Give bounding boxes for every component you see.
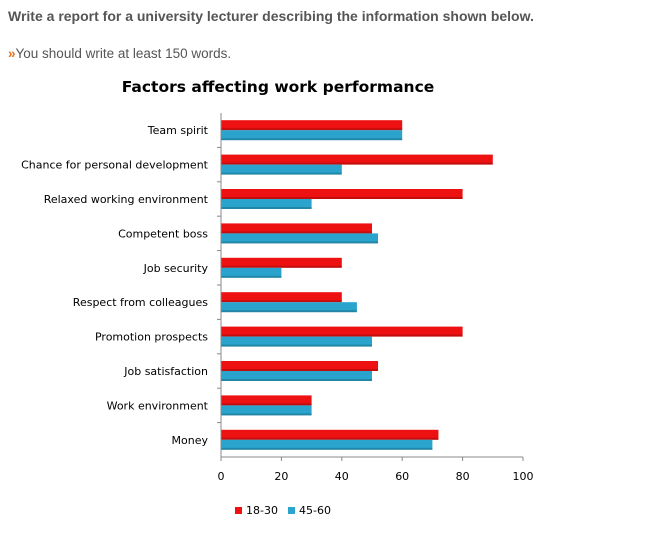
chart-title: Factors affecting work performance: [122, 78, 435, 96]
bar-shade: [221, 275, 282, 278]
bullet-icon: »: [8, 46, 16, 61]
bar-45-60: [221, 336, 372, 347]
category-label: Job satisfaction: [123, 365, 208, 378]
x-tick-label: 20: [274, 470, 288, 483]
legend-swatch-18-30: [235, 507, 242, 514]
bar-shade: [221, 369, 379, 371]
bar-45-60: [221, 439, 433, 450]
legend-label-18-30: 18-30: [246, 504, 278, 517]
category-label: Respect from colleagues: [73, 296, 208, 309]
bar-45-60: [221, 199, 312, 209]
bar-shade: [221, 413, 312, 416]
x-tick-label: 60: [395, 470, 409, 483]
category-label: Relaxed working environment: [44, 193, 209, 206]
category-label: Team spirit: [147, 124, 209, 137]
x-tick-label: 0: [218, 470, 225, 483]
bar-shade: [221, 379, 372, 381]
bar-18-30: [221, 257, 342, 268]
category-label: Work environment: [107, 399, 209, 412]
bar-45-60: [221, 267, 282, 278]
x-tick-label: 40: [335, 470, 349, 483]
category-label: Chance for personal development: [21, 159, 209, 172]
bar-shade: [221, 310, 357, 313]
word-count-requirement: »You should write at least 150 words.: [8, 46, 231, 61]
category-label: Job security: [143, 262, 209, 275]
bar-shade: [221, 265, 342, 268]
bar-shade: [221, 403, 312, 406]
bar-18-30: [221, 326, 463, 337]
bar-shade: [221, 128, 403, 131]
bar-shade: [221, 231, 372, 234]
bar-shade: [221, 172, 342, 175]
bar-shade: [221, 162, 493, 165]
bar-18-30: [221, 429, 439, 440]
bar-shade: [221, 197, 463, 199]
bar-18-30: [221, 154, 493, 165]
bar-45-60: [221, 233, 379, 244]
legend-swatch-45-60: [288, 507, 295, 514]
bar-45-60: [221, 302, 357, 313]
chart-legend: 18-30 45-60: [235, 504, 331, 517]
bar-shade: [221, 241, 379, 244]
category-label: Competent boss: [118, 227, 208, 240]
x-tick-label: 80: [456, 470, 470, 483]
bar-45-60: [221, 371, 372, 381]
task-instruction: Write a report for a university lecturer…: [8, 8, 534, 24]
bar-shade: [221, 138, 403, 141]
bar-shade: [221, 344, 372, 347]
bar-18-30: [221, 223, 372, 234]
word-count-text: You should write at least 150 words.: [15, 46, 232, 61]
category-label: Money: [172, 434, 209, 447]
x-tick-label: 100: [513, 470, 534, 483]
bar-18-30: [221, 189, 463, 199]
bar-18-30: [221, 292, 342, 303]
bar-18-30: [221, 395, 312, 406]
bar-shade: [221, 207, 312, 209]
bar-45-60: [221, 164, 342, 175]
bar-45-60: [221, 405, 312, 416]
bar-18-30: [221, 361, 379, 371]
bar-shade: [221, 334, 463, 337]
bar-18-30: [221, 120, 403, 131]
legend-label-45-60: 45-60: [299, 504, 331, 517]
bar-shade: [221, 447, 433, 450]
bar-shade: [221, 437, 439, 440]
bar-45-60: [221, 130, 403, 141]
category-label: Promotion prospects: [95, 331, 208, 344]
plot-area: Team spirit Chance for personal developme…: [21, 113, 534, 483]
bar-shade: [221, 300, 342, 303]
